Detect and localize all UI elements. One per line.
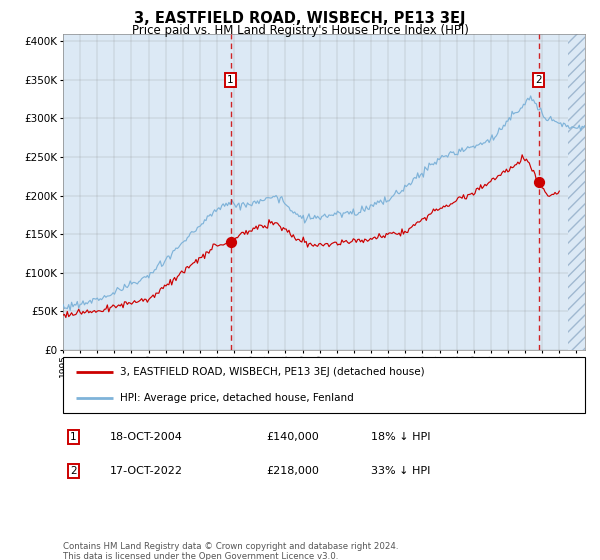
Text: £140,000: £140,000	[266, 432, 319, 442]
Text: 2: 2	[70, 466, 77, 476]
Text: 2: 2	[535, 75, 542, 85]
Text: HPI: Average price, detached house, Fenland: HPI: Average price, detached house, Fenl…	[121, 393, 354, 403]
Point	[226, 237, 235, 246]
Text: 3, EASTFIELD ROAD, WISBECH, PE13 3EJ (detached house): 3, EASTFIELD ROAD, WISBECH, PE13 3EJ (de…	[121, 367, 425, 377]
Point	[534, 178, 544, 186]
Text: 33% ↓ HPI: 33% ↓ HPI	[371, 466, 430, 476]
FancyBboxPatch shape	[63, 357, 585, 413]
Text: £218,000: £218,000	[266, 466, 319, 476]
Text: 18% ↓ HPI: 18% ↓ HPI	[371, 432, 430, 442]
Text: 1: 1	[70, 432, 77, 442]
Text: Contains HM Land Registry data © Crown copyright and database right 2024.
This d: Contains HM Land Registry data © Crown c…	[63, 542, 398, 560]
Text: 3, EASTFIELD ROAD, WISBECH, PE13 3EJ: 3, EASTFIELD ROAD, WISBECH, PE13 3EJ	[134, 11, 466, 26]
Text: 1: 1	[227, 75, 234, 85]
Text: 17-OCT-2022: 17-OCT-2022	[110, 466, 183, 476]
Text: 18-OCT-2004: 18-OCT-2004	[110, 432, 183, 442]
Text: Price paid vs. HM Land Registry's House Price Index (HPI): Price paid vs. HM Land Registry's House …	[131, 24, 469, 36]
Bar	[568, 34, 585, 350]
